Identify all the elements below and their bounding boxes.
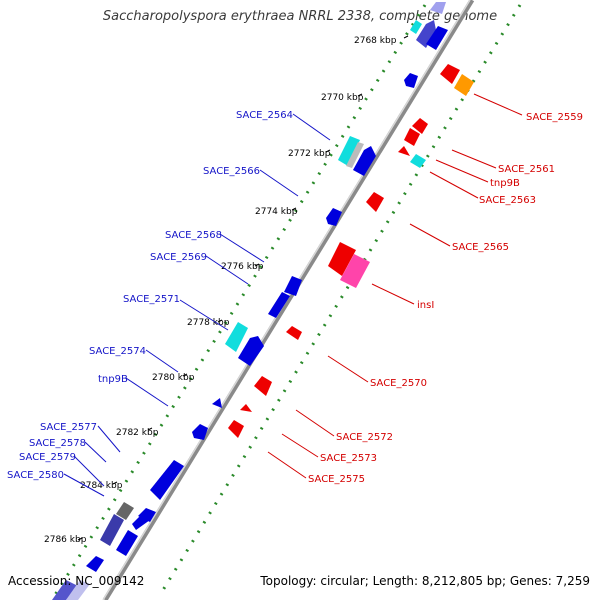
right-leader-lines [267,93,523,479]
gene-label-right: SACE_2573 [320,453,377,464]
feature-cds-reverse[interactable] [286,326,302,340]
feature-other[interactable] [116,502,134,520]
feature-cds-forward[interactable] [66,580,90,600]
tick-marks [77,35,409,541]
gene-label-left: SACE_2577 [40,422,97,433]
feature-cds-forward[interactable] [100,514,124,546]
feature-cds-forward[interactable] [86,556,104,572]
feature-trna[interactable] [338,136,360,166]
feature-cds-forward[interactable] [138,508,156,522]
feature-cds-forward[interactable] [353,146,376,176]
tick-label: 2782 kbp [116,428,159,438]
feature-cds-reverse[interactable] [240,404,252,412]
tick-label: 2780 kbp [152,373,195,383]
gene-label-left: SACE_2578 [29,438,86,449]
tick-label: 2784 kbp [80,481,123,491]
feature-cds-reverse[interactable] [412,118,428,134]
tick-label: 2778 kbp [187,318,230,328]
tick-label: 2776 kbp [221,262,264,272]
gene-label-left: SACE_2564 [236,110,293,121]
gene-label-right: SACE_2575 [308,474,365,485]
feature-cds-forward[interactable] [416,20,436,48]
map-title: Saccharopolyspora erythraea NRRL 2338, c… [102,9,498,24]
gene-label-right: SACE_2572 [336,432,393,443]
gene-label-left: tnp9B [98,374,128,385]
feature-cds-reverse[interactable] [440,64,460,84]
feature-other[interactable] [346,142,364,168]
feature-cds-forward[interactable] [426,26,448,50]
feature-cds-forward[interactable] [268,292,290,318]
feature-cds-reverse[interactable] [328,242,356,276]
feature-cds-reverse[interactable] [254,376,272,396]
feature-cds-reverse[interactable] [404,128,420,146]
feature-cds-forward[interactable] [150,460,184,500]
feature-cds-forward[interactable] [192,424,208,440]
gene-label-right: insI [417,300,434,311]
gc-dotted-line-left [53,4,427,596]
gene-label-left: SACE_2579 [19,452,76,463]
gene-label-left: SACE_2568 [165,230,222,241]
tick-label: 2770 kbp [321,93,364,103]
feature-cds-reverse[interactable] [366,192,384,212]
feature-cds-forward[interactable] [116,530,138,556]
gene-label-left: SACE_2569 [150,252,207,263]
backbone-line [102,0,475,600]
feature-cds-forward[interactable] [212,398,222,408]
feature-other[interactable] [454,74,474,96]
gene-label-left: SACE_2566 [203,166,260,177]
forward-strand-features [52,2,448,600]
feature-cds-forward[interactable] [404,73,418,88]
tick-label: 2772 kbp [288,149,331,159]
feature-pseudo[interactable] [340,254,370,288]
gene-label-left: SACE_2571 [123,294,180,305]
feature-cds-reverse[interactable] [398,146,410,156]
gene-label-right: tnp9B [490,178,520,189]
reverse-strand-features [228,64,474,438]
accession-text: Accession: NC_009142 [8,574,145,588]
feature-cds-forward[interactable] [52,580,78,600]
gene-label-right: SACE_2561 [498,164,555,175]
gene-label-left: SACE_2580 [7,470,64,481]
feature-trna[interactable] [410,154,426,168]
tick-label: 2786 kbp [44,535,87,545]
feature-trna[interactable] [410,20,422,34]
feature-cds-forward[interactable] [430,2,446,14]
gene-label-right: SACE_2570 [370,378,427,389]
feature-trna[interactable] [225,322,248,352]
left-leader-lines [63,113,331,497]
gene-label-left: SACE_2574 [89,346,146,357]
tick-label: 2768 kbp [354,36,397,46]
feature-cds-reverse[interactable] [228,420,244,438]
gene-label-right: SACE_2559 [526,112,583,123]
feature-cds-forward[interactable] [284,276,302,296]
feature-cds-forward[interactable] [238,336,264,366]
gene-label-right: SACE_2565 [452,242,509,253]
gene-label-right: SACE_2563 [479,195,536,206]
feature-cds-forward[interactable] [326,208,342,226]
topology-text: Topology: circular; Length: 8,212,805 bp… [260,574,590,588]
tick-label: 2774 kbp [255,207,298,217]
